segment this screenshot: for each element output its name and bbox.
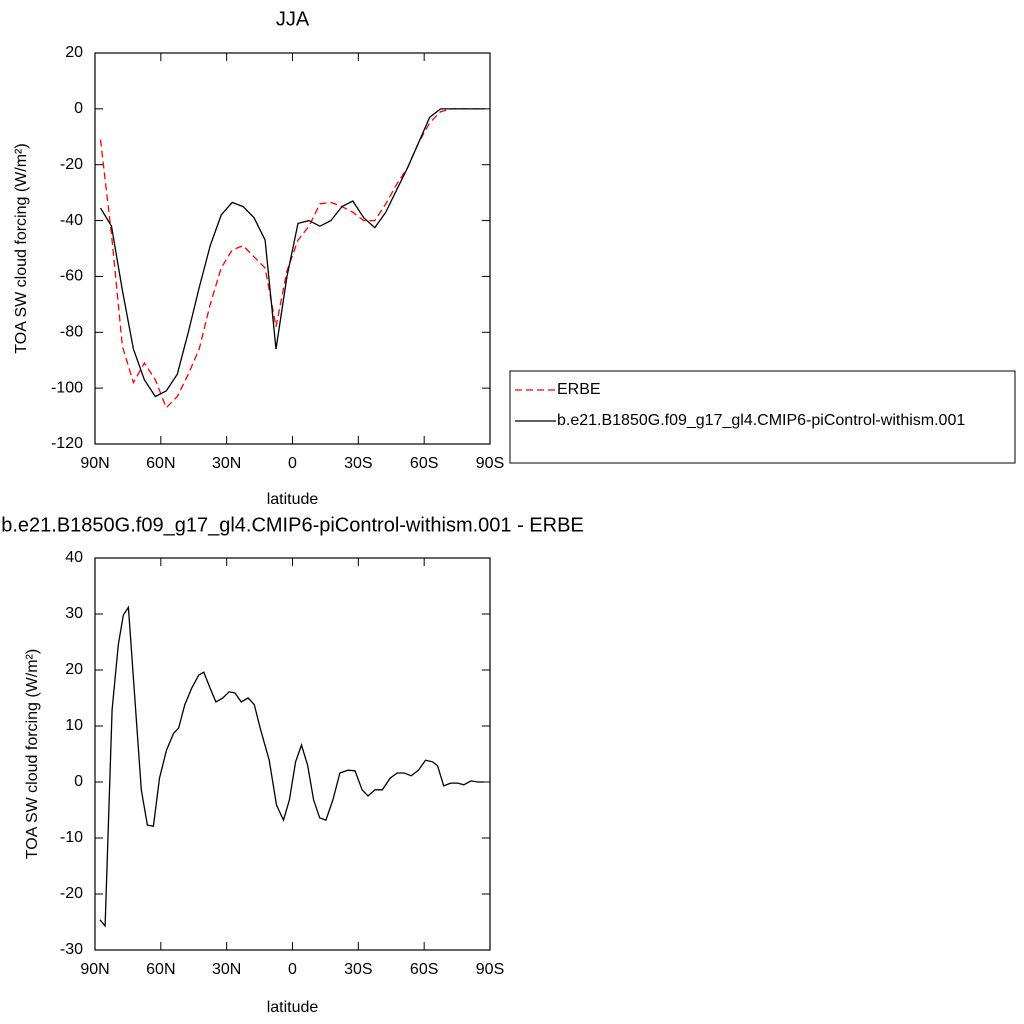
legend: ERBE b.e21.B1850G.f09_g17_gl4.CMIP6-piCon… <box>509 370 1016 464</box>
y-tick-label: -60 <box>60 268 83 285</box>
y-tick-label: -10 <box>60 829 83 846</box>
y-tick-label: -120 <box>51 435 83 452</box>
y-tick-label: 30 <box>65 605 83 622</box>
x-tick-label: 30N <box>212 455 241 472</box>
y-tick-label: 0 <box>74 773 83 790</box>
y-axis-label: TOA SW cloud forcing (W/m²) <box>24 649 41 859</box>
y-axis-label: TOA SW cloud forcing (W/m²) <box>13 143 30 353</box>
x-tick-label: 90N <box>80 961 109 978</box>
y-tick-label: -100 <box>51 379 83 396</box>
x-tick-label: 30S <box>344 455 372 472</box>
legend-label: ERBE <box>557 381 601 398</box>
plot-frame <box>94 557 491 951</box>
chart-title: b.e21.B1850G.f09_g17_gl4.CMIP6-piControl… <box>1 514 584 536</box>
y-tick-label: 20 <box>65 44 83 61</box>
y-tick-label: 10 <box>65 717 83 734</box>
y-tick-label: -20 <box>60 885 83 902</box>
y-tick-label: 40 <box>65 549 83 566</box>
y-tick-label: -80 <box>60 324 83 341</box>
x-tick-label: 0 <box>288 455 297 472</box>
legend-box <box>509 370 1016 464</box>
data-line <box>99 108 485 398</box>
legend-label: b.e21.B1850G.f09_g17_gl4.CMIP6-piControl… <box>557 412 965 429</box>
x-tick-label: 90N <box>80 455 109 472</box>
x-tick-label: 0 <box>288 961 297 978</box>
x-tick-label: 60N <box>146 455 175 472</box>
x-axis-label: latitude <box>267 999 319 1016</box>
x-tick-label: 60N <box>146 961 175 978</box>
x-tick-label: 30S <box>344 961 372 978</box>
y-tick-label: -30 <box>60 941 83 958</box>
y-tick-label: 0 <box>74 100 83 117</box>
x-tick-label: 90S <box>476 961 504 978</box>
data-line <box>99 108 485 409</box>
x-axis-label: latitude <box>267 491 319 508</box>
y-tick-label: 20 <box>65 661 83 678</box>
chart-title: JJA <box>276 8 310 30</box>
y-tick-label: -20 <box>60 156 83 173</box>
y-tick-label: -40 <box>60 212 83 229</box>
x-tick-label: 60S <box>410 455 438 472</box>
x-tick-label: 60S <box>410 961 438 978</box>
data-line <box>99 605 485 928</box>
x-tick-label: 30N <box>212 961 241 978</box>
x-tick-label: 90S <box>476 455 504 472</box>
